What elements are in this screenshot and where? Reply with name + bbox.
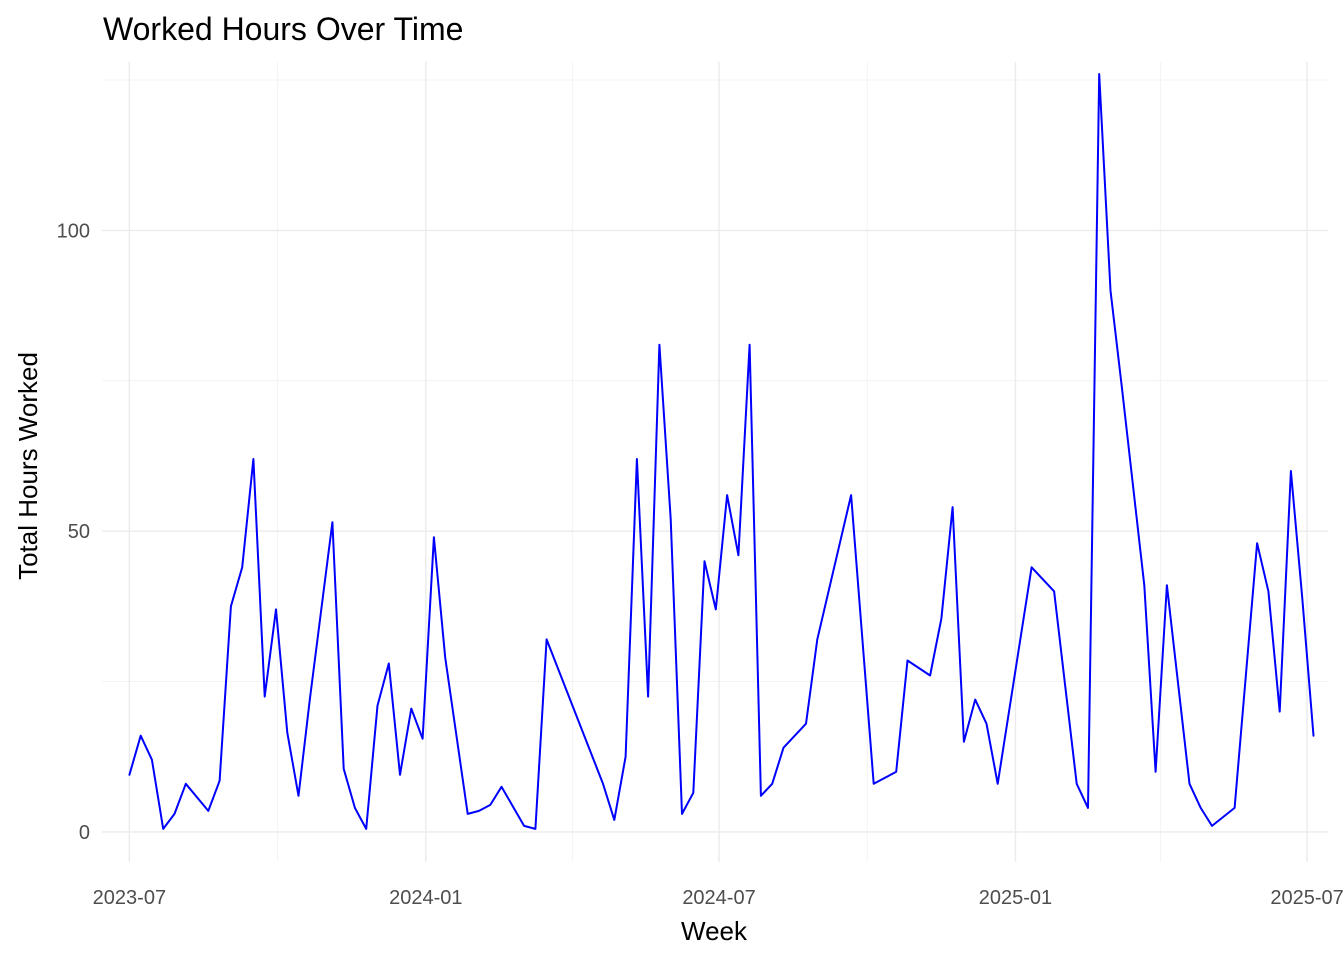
grid	[102, 62, 1328, 862]
y-axis-title: Total Hours Worked	[13, 352, 43, 580]
series-line	[128, 73, 1315, 830]
x-tick-label: 2024-07	[682, 887, 755, 909]
x-axis-title: Week	[681, 916, 748, 946]
x-axis-tick-labels: 2023-07 2024-01 2024-07 2025-01 2025-07	[93, 887, 1344, 909]
x-tick-label: 2023-07	[93, 887, 166, 909]
y-tick-label: 50	[68, 521, 90, 543]
chart-title: Worked Hours Over Time	[103, 11, 463, 47]
x-tick-label: 2024-01	[389, 887, 462, 909]
y-tick-label: 100	[57, 220, 90, 242]
y-axis-tick-labels: 0 50 100	[57, 220, 90, 844]
x-tick-label: 2025-01	[979, 887, 1052, 909]
y-tick-label: 0	[79, 822, 90, 844]
x-tick-label: 2025-07	[1270, 887, 1343, 909]
